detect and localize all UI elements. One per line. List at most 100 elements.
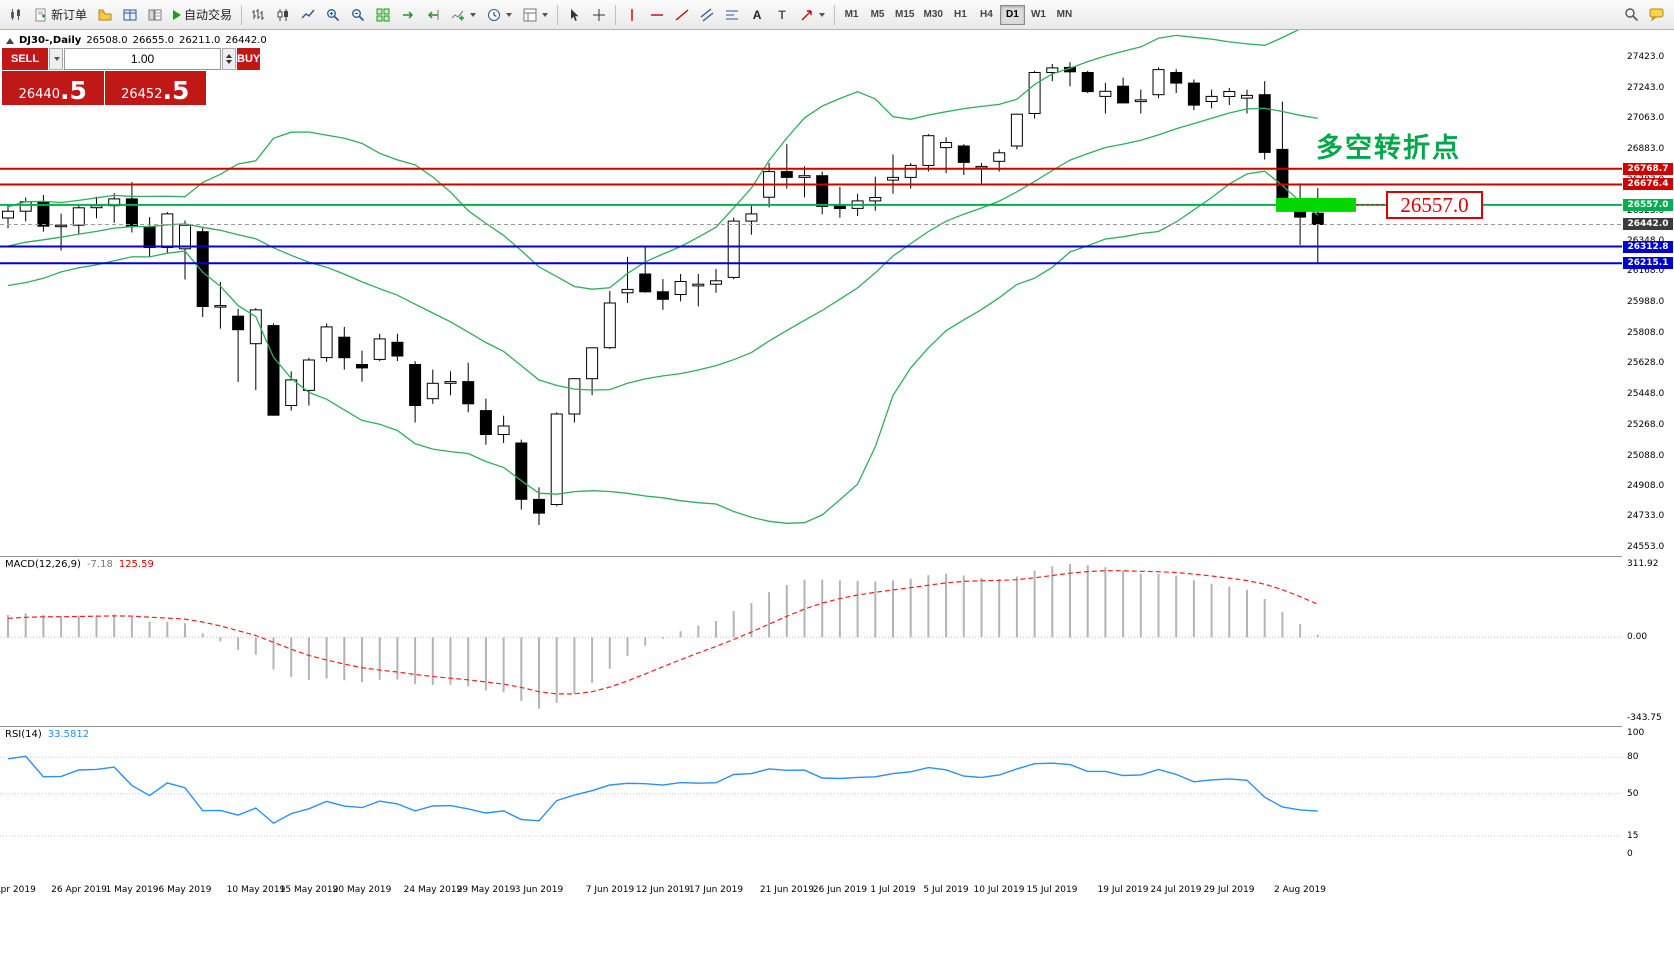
profiles-button[interactable]: [93, 3, 117, 27]
timeframe-mn-button[interactable]: MN: [1052, 5, 1077, 25]
timeframe-m5-button[interactable]: M5: [865, 5, 890, 25]
vertical-line-button[interactable]: [620, 3, 644, 27]
chat-button[interactable]: [1644, 3, 1670, 27]
candle-body: [656, 291, 669, 300]
indicators-caret-icon: [470, 12, 477, 17]
volume-stepper[interactable]: [222, 48, 236, 70]
candle-body: [798, 175, 811, 178]
autotrading-button[interactable]: 自动交易: [168, 3, 237, 27]
bollinger-lower-band[interactable]: [7, 170, 1319, 524]
buy-price-display[interactable]: 26452 .5: [104, 71, 206, 105]
price-axis[interactable]: 27423.027243.027063.026883.026703.026523…: [1622, 30, 1674, 902]
zoom-in-button[interactable]: [321, 3, 345, 27]
toolbar: 新订单 自动交易: [0, 0, 1674, 30]
price-tick: 24908.0: [1627, 481, 1665, 491]
one-click-trading-panel: SELL BUY 26440 .5 26452 .5: [2, 48, 261, 105]
macd-value: -7.18: [86, 559, 113, 570]
chart-symbol: DJ30-,Daily: [19, 35, 82, 46]
candle-body: [1276, 148, 1289, 201]
macd-canvas[interactable]: [0, 556, 1622, 726]
timeframe-m15-button[interactable]: M15: [891, 5, 918, 25]
timeframe-d1-button[interactable]: D1: [999, 4, 1025, 25]
tile-windows-button[interactable]: [371, 3, 395, 27]
candle-body: [338, 336, 351, 359]
templates-button[interactable]: [518, 3, 553, 27]
chart-shift-button[interactable]: [421, 3, 445, 27]
fibonacci-button[interactable]: [720, 3, 744, 27]
date-tick: 10 May 2019: [226, 885, 286, 895]
zoom-out-button[interactable]: [346, 3, 370, 27]
crosshair-icon: [593, 8, 606, 21]
sell-dropdown-button[interactable]: [49, 48, 63, 70]
candle-body: [568, 378, 581, 415]
buy-button[interactable]: BUY: [237, 48, 261, 70]
chart-bars-icon: [252, 8, 265, 20]
price-tick: 25988.0: [1627, 297, 1665, 307]
periods-clock-icon: [488, 8, 501, 21]
date-tick: 20 May 2019: [332, 885, 392, 895]
text-tool-label: A: [752, 7, 762, 22]
price-tick: 24553.0: [1627, 542, 1665, 552]
pivot-highlight-zone[interactable]: [1276, 197, 1356, 212]
crosshair-button[interactable]: [587, 3, 611, 27]
arrow-tools-button[interactable]: [795, 3, 830, 27]
market-watch-button[interactable]: [118, 3, 142, 27]
sell-button[interactable]: SELL: [2, 48, 48, 70]
price-chart-canvas[interactable]: [0, 30, 1622, 556]
timeframe-m30-button[interactable]: M30: [919, 5, 946, 25]
candle-body: [196, 231, 209, 307]
date-tick: 24 Jul 2019: [1150, 885, 1202, 895]
date-tick: 5 Jul 2019: [923, 885, 969, 895]
macd-scale-tick: 0.00: [1627, 632, 1648, 642]
cursor-icon: [571, 8, 579, 21]
sell-price-display[interactable]: 26440 .5: [2, 71, 104, 105]
text-label-button[interactable]: T: [770, 3, 794, 27]
price-tick: 25628.0: [1627, 358, 1665, 368]
pivot-price-callout[interactable]: 26557.0: [1386, 191, 1483, 219]
cursor-button[interactable]: [562, 3, 586, 27]
price-tick: 27423.0: [1627, 52, 1665, 62]
indicators-button[interactable]: [446, 3, 481, 27]
horizontal-line-button[interactable]: [645, 3, 669, 27]
navigator-button[interactable]: [143, 3, 167, 27]
volume-input[interactable]: [64, 48, 221, 70]
candle-body: [780, 171, 793, 178]
channel-button[interactable]: [695, 3, 719, 27]
periods-button[interactable]: [482, 3, 517, 27]
pivot-annotation-text[interactable]: 多空转折点: [1316, 133, 1461, 164]
chart-open: 26508.0: [86, 35, 128, 46]
candle-body: [1117, 85, 1130, 104]
date-tick: 7 Jun 2019: [585, 885, 635, 895]
timeframe-h1-button[interactable]: H1: [948, 5, 973, 25]
candle-body: [462, 381, 475, 405]
date-tick: 29 May 2019: [456, 885, 516, 895]
new-order-button[interactable]: 新订单: [29, 3, 92, 27]
candle-body: [302, 359, 315, 391]
search-button[interactable]: [1619, 3, 1644, 27]
candle-body: [639, 273, 652, 293]
search-icon: [1625, 8, 1639, 22]
timeframe-w1-button[interactable]: W1: [1026, 5, 1051, 25]
bollinger-middle-band[interactable]: [7, 107, 1318, 391]
macd-panel-divider[interactable]: [0, 556, 1674, 557]
date-tick: 26 Jun 2019: [812, 885, 868, 895]
timeframe-h4-button[interactable]: H4: [974, 5, 999, 25]
rsi-canvas[interactable]: [0, 726, 1622, 880]
trendline-button[interactable]: [670, 3, 694, 27]
candle-body: [1241, 94, 1253, 99]
chart-bars-button[interactable]: [246, 3, 270, 27]
collapse-arrow-icon[interactable]: [6, 37, 14, 44]
new-chart-button[interactable]: [4, 3, 28, 27]
auto-scroll-button[interactable]: [396, 3, 420, 27]
timeframe-m1-button[interactable]: M1: [839, 5, 864, 25]
rsi-panel-divider[interactable]: [0, 726, 1674, 727]
bollinger-upper-band[interactable]: [7, 30, 1318, 290]
chart-line-button[interactable]: [296, 3, 320, 27]
rsi-line[interactable]: [7, 755, 1318, 825]
indicators-icon: [451, 10, 465, 20]
text-tool-button[interactable]: A: [745, 3, 769, 27]
macd-signal-line[interactable]: [7, 570, 1319, 695]
chart-candles-button[interactable]: [271, 3, 295, 27]
